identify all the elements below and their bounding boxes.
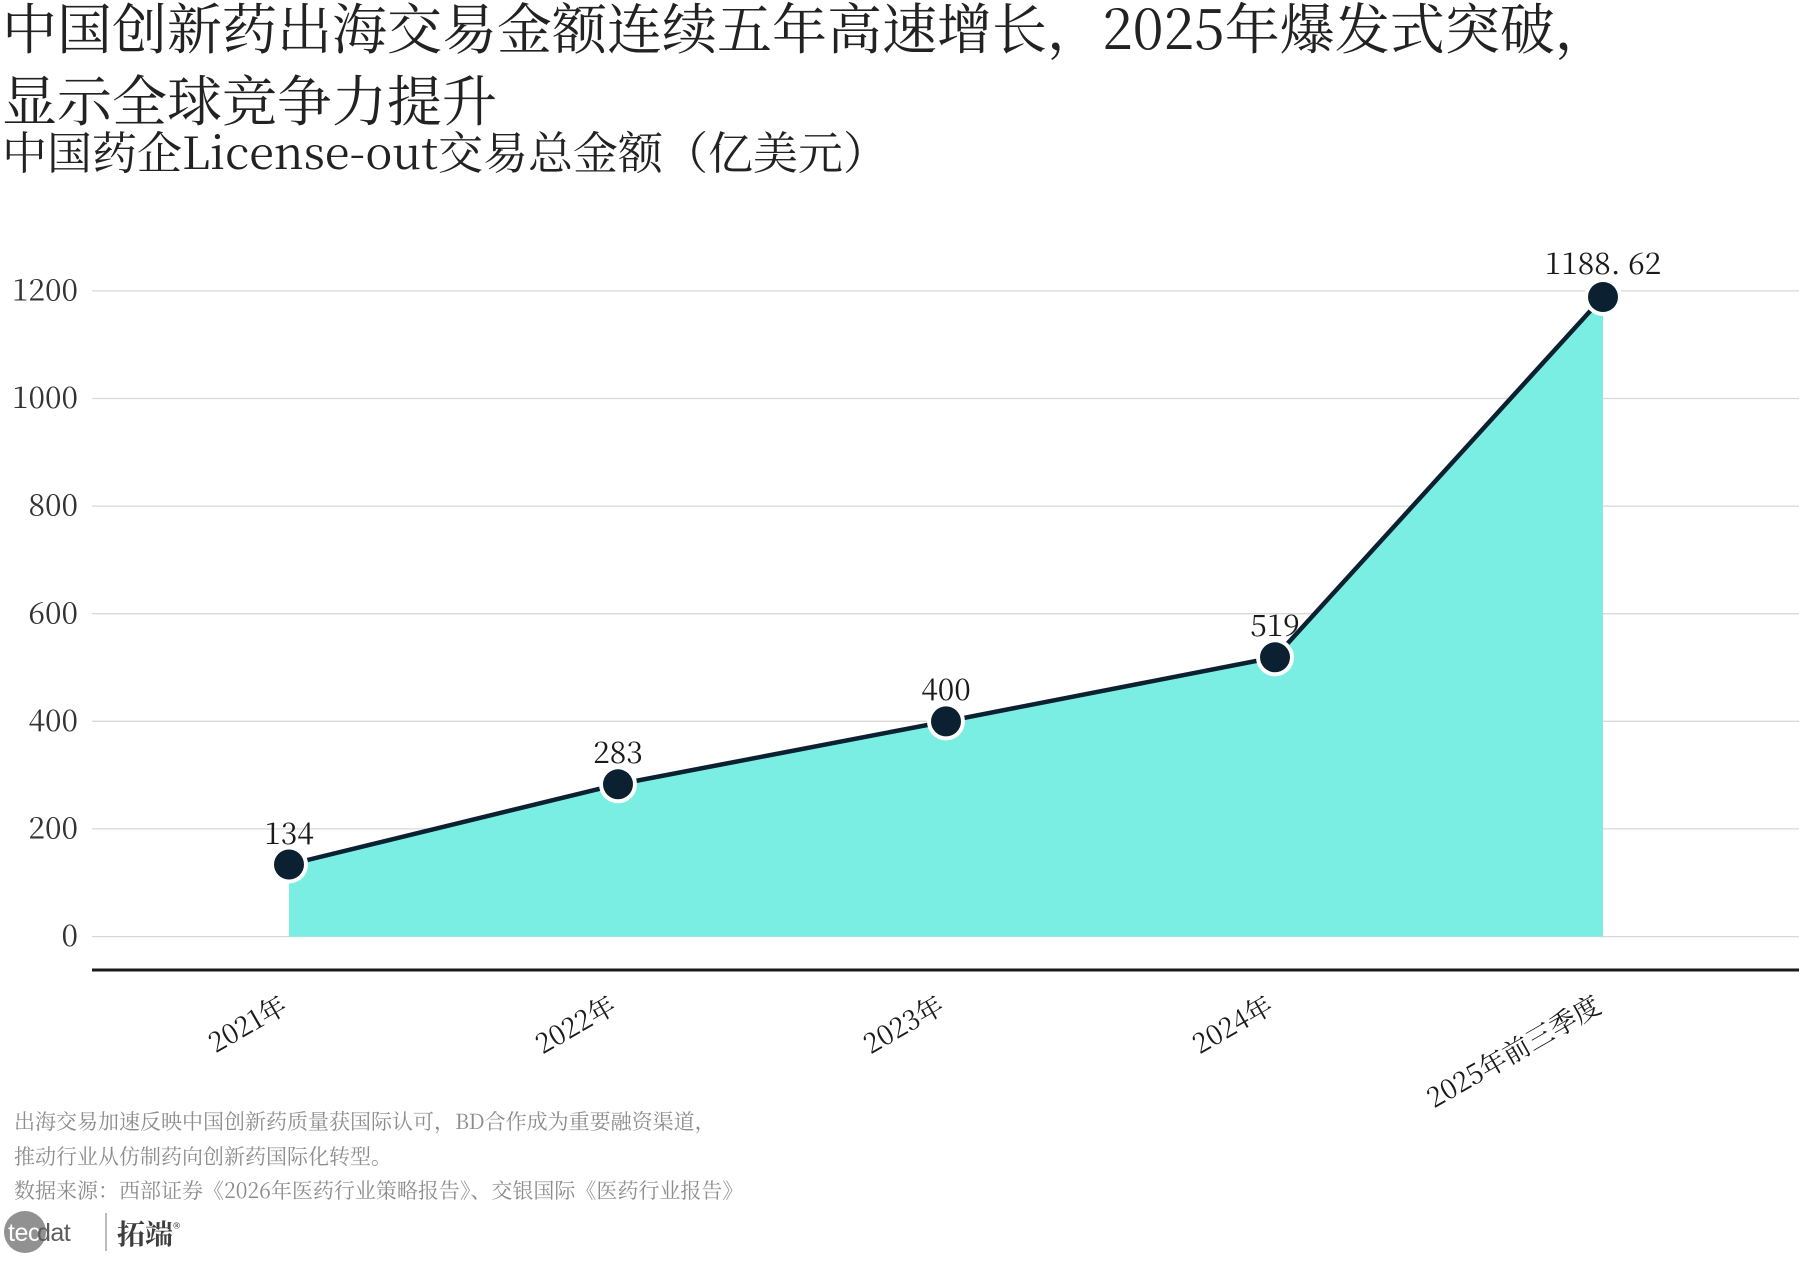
- svg-text:2022年: 2022年: [527, 984, 622, 1061]
- svg-text:2024年: 2024年: [1184, 984, 1279, 1061]
- svg-text:134: 134: [264, 809, 314, 853]
- svg-text:1188. 62: 1188. 62: [1545, 239, 1662, 283]
- svg-text:200: 200: [29, 804, 79, 848]
- svg-text:0: 0: [62, 911, 79, 955]
- svg-text:1000: 1000: [12, 373, 78, 417]
- svg-text:2023年: 2023年: [855, 984, 950, 1061]
- svg-text:2021年: 2021年: [200, 984, 293, 1060]
- svg-text:283: 283: [593, 728, 643, 772]
- svg-text:400: 400: [29, 696, 79, 740]
- svg-text:519: 519: [1250, 601, 1300, 645]
- svg-text:1200: 1200: [12, 266, 78, 310]
- svg-text:800: 800: [29, 481, 79, 525]
- svg-text:2025年前三季度: 2025年前三季度: [1418, 984, 1607, 1115]
- svg-text:600: 600: [29, 588, 79, 632]
- svg-text:400: 400: [921, 665, 971, 709]
